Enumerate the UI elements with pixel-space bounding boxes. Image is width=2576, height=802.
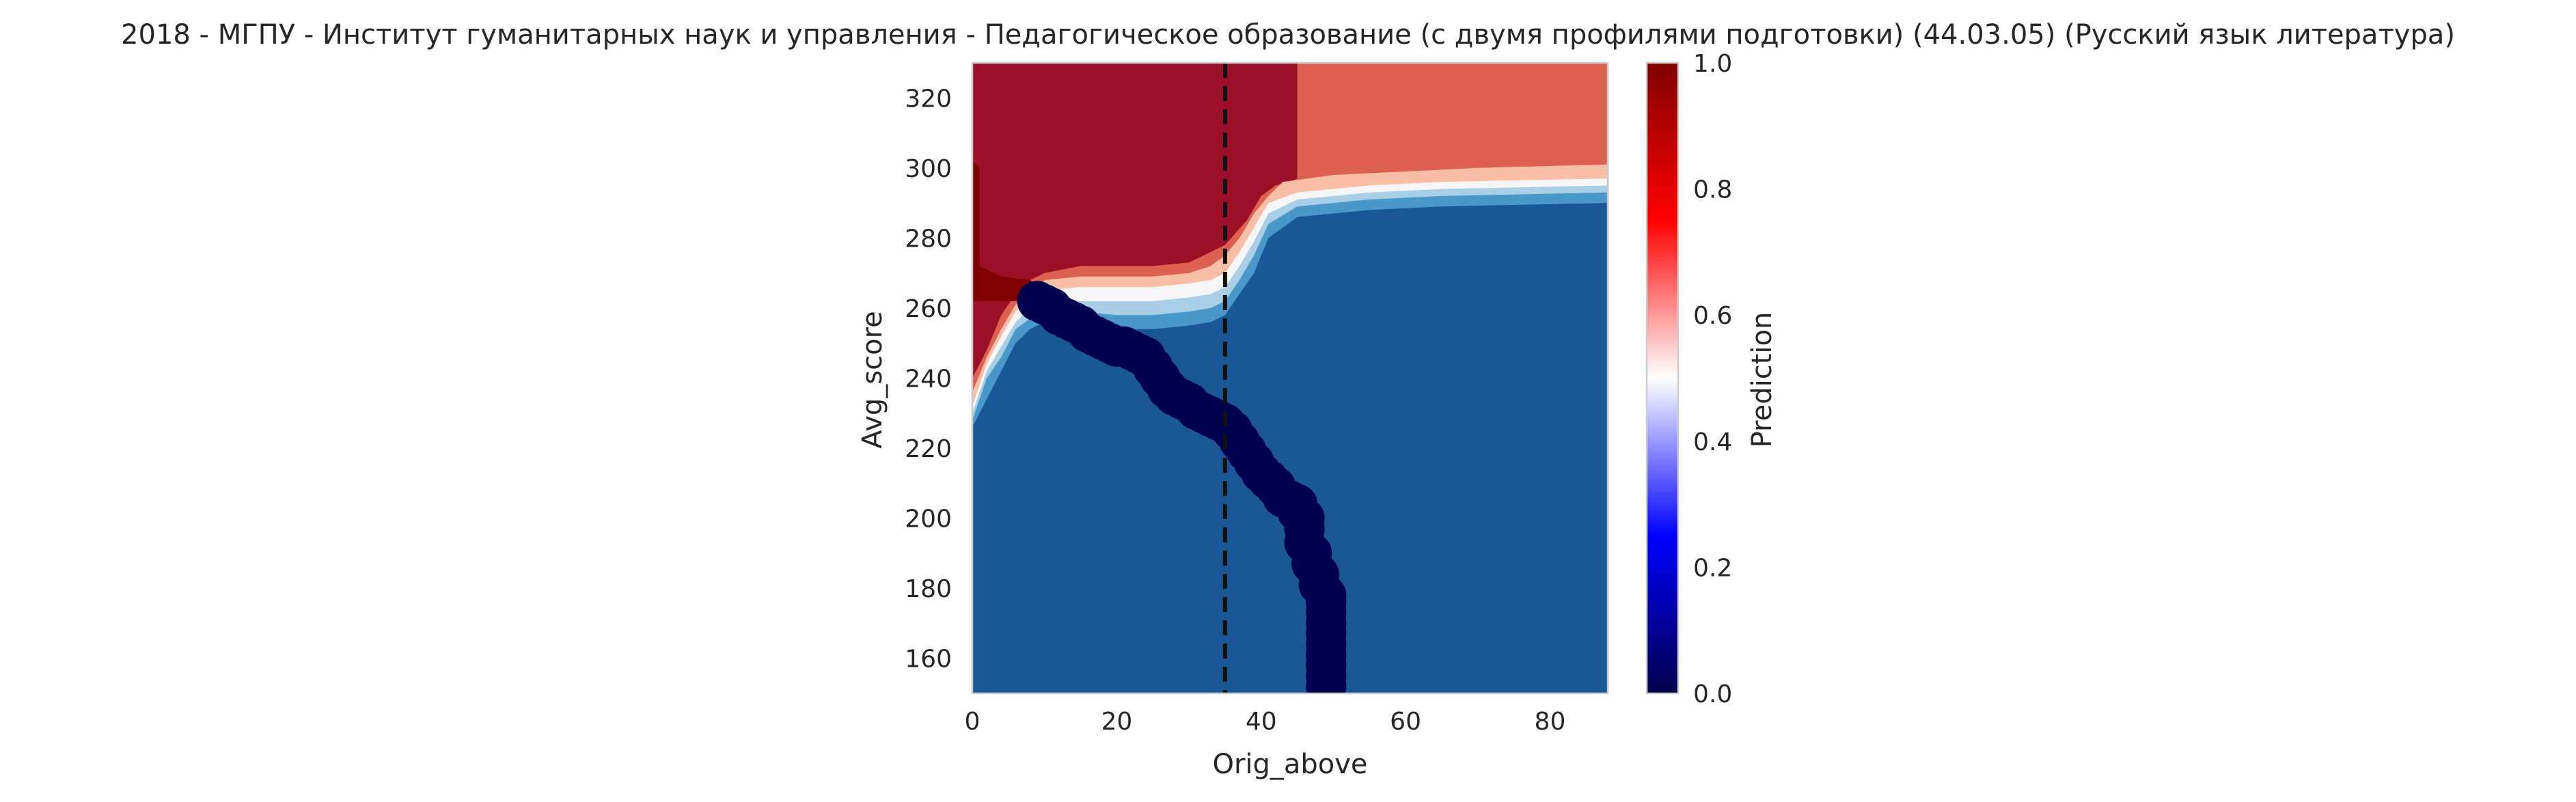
x-tick-label: 20 — [1101, 708, 1132, 736]
plot-area — [972, 63, 1608, 693]
colorbar-tick-label: 1.0 — [1693, 50, 1732, 78]
colorbar-tick-label: 0.4 — [1693, 428, 1732, 456]
scatter-layer — [1017, 281, 1347, 693]
colorbar-tick-labels: 0.0 0.2 0.4 0.6 0.8 1.0 — [1693, 50, 1732, 708]
y-tick-label: 260 — [905, 295, 952, 323]
x-tick-labels: 0 20 40 60 80 — [965, 708, 1566, 736]
y-tick-label: 160 — [905, 646, 952, 674]
contour-band-0.25 — [972, 203, 1608, 693]
y-axis-label: Avg_score — [857, 311, 888, 449]
x-tick-label: 40 — [1246, 708, 1277, 736]
y-tick-label: 300 — [905, 155, 952, 183]
colorbar-label: Prediction — [1746, 312, 1778, 448]
x-axis-label: Orig_above — [1212, 749, 1367, 780]
y-tick-label: 180 — [905, 575, 952, 603]
y-tick-labels: 160 180 200 220 240 260 280 300 320 — [905, 85, 952, 673]
x-tick-label: 60 — [1390, 708, 1421, 736]
y-tick-label: 240 — [905, 365, 952, 393]
scatter-point — [1306, 666, 1347, 693]
colorbar-tick-label: 0.6 — [1693, 302, 1732, 330]
colorbar-gradient — [1645, 61, 1680, 695]
y-tick-label: 220 — [905, 435, 952, 463]
y-tick-label: 200 — [905, 506, 952, 534]
colorbar: 0.0 0.2 0.4 0.6 0.8 1.0 Prediction — [1645, 50, 1778, 708]
chart-title: 2018 - МГПУ - Институт гуманитарных наук… — [121, 19, 2455, 51]
y-tick-label: 320 — [905, 85, 952, 113]
y-tick-label: 280 — [905, 225, 952, 253]
contour-layers — [972, 63, 1608, 693]
colorbar-tick-label: 0.8 — [1693, 176, 1732, 204]
colorbar-tick-label: 0.0 — [1693, 680, 1732, 708]
colorbar-tick-label: 0.2 — [1693, 554, 1732, 582]
x-tick-label: 0 — [965, 708, 981, 736]
x-tick-label: 80 — [1535, 708, 1566, 736]
plot-frame — [971, 61, 1609, 695]
